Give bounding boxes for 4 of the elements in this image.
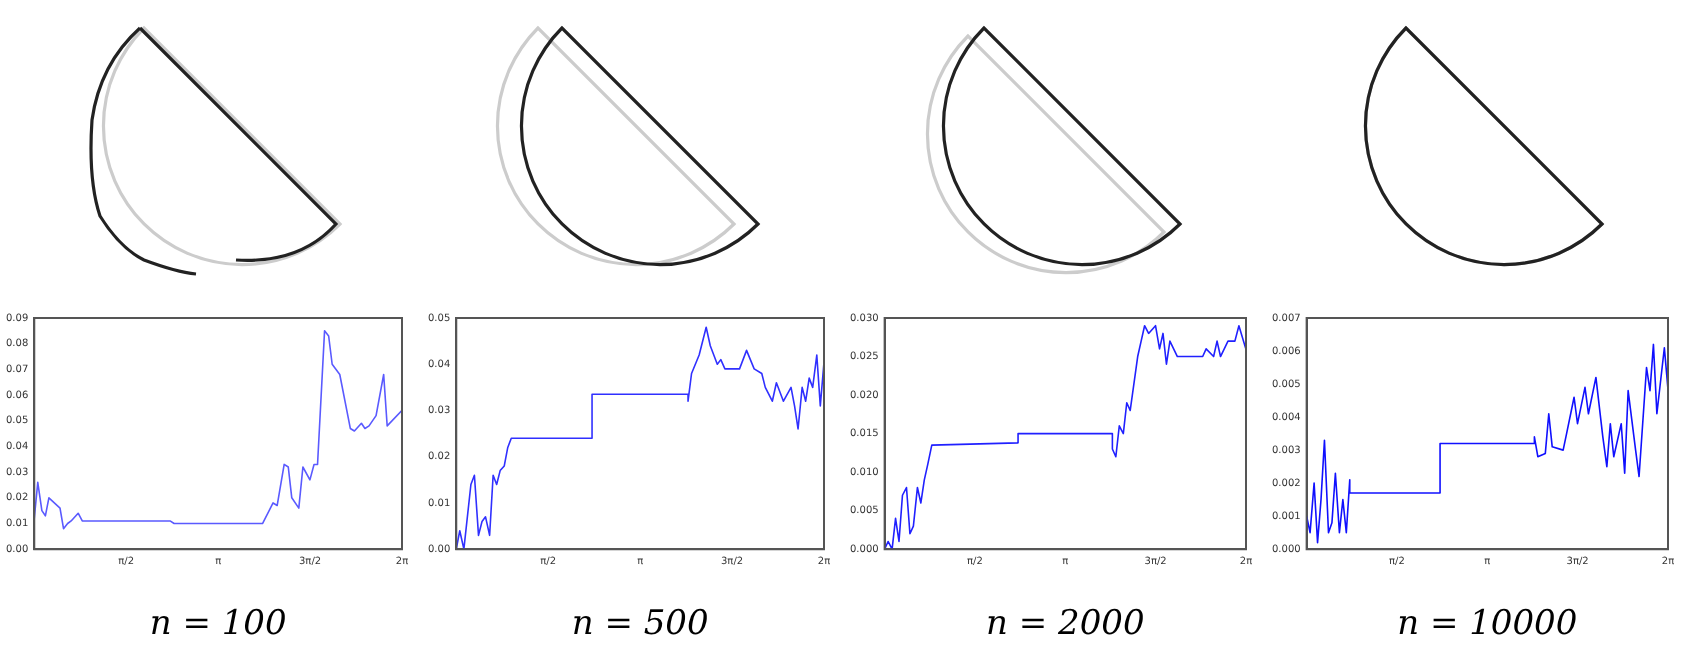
x-axis-title: n = 100 xyxy=(149,604,287,645)
x-axis-title: n = 10000 xyxy=(1397,604,1578,645)
x-axis-title: n = 500 xyxy=(571,604,709,645)
x-axis-title: n = 2000 xyxy=(986,604,1145,645)
